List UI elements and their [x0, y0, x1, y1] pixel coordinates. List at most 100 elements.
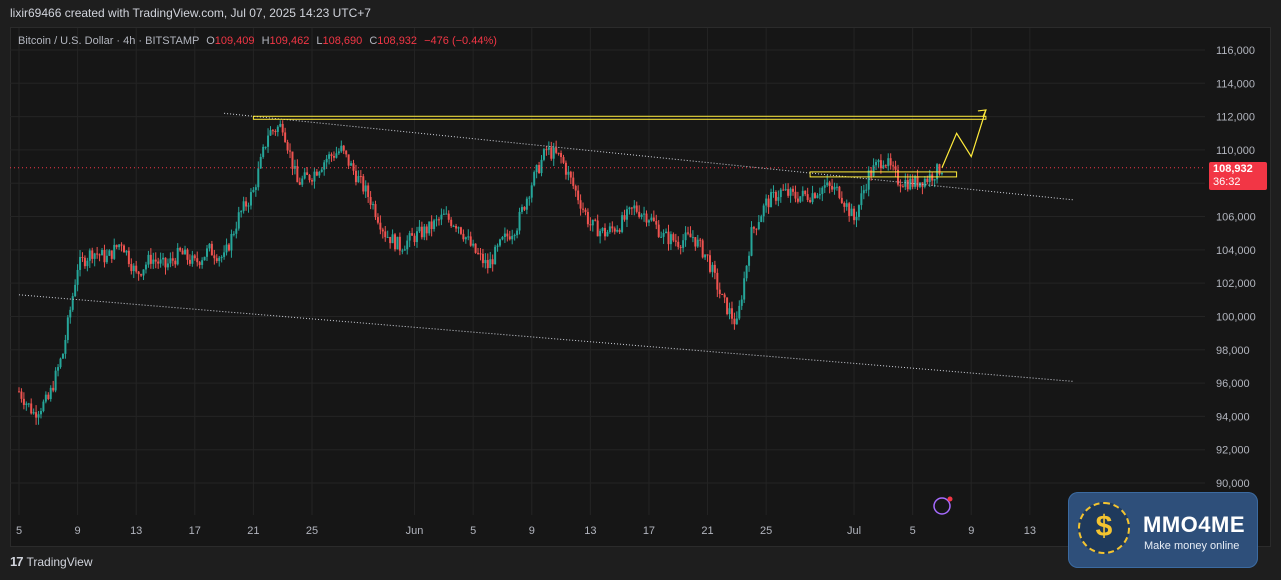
candle-body: [655, 221, 658, 225]
x-tick-label: 25: [306, 525, 318, 537]
candle-body: [125, 250, 128, 253]
candle-body: [450, 219, 453, 226]
candle-body: [574, 185, 577, 191]
candle-body: [18, 391, 20, 393]
candle-body: [889, 158, 892, 166]
tradingview-logo[interactable]: 17 TradingView: [10, 554, 93, 569]
candle-body: [911, 178, 914, 187]
candle-body: [418, 226, 421, 232]
chart-panel[interactable]: [10, 27, 1271, 547]
high-value: 109,462: [269, 35, 310, 47]
candle-body: [118, 244, 121, 248]
candle-body: [828, 182, 831, 186]
candle-body: [132, 265, 135, 272]
candle-body: [39, 411, 42, 415]
candle-body: [577, 190, 580, 201]
candle-body: [311, 180, 313, 182]
candle-body: [928, 174, 931, 183]
candle-body: [54, 370, 57, 391]
candle-body: [122, 245, 125, 253]
candle-body: [538, 165, 541, 174]
candle-body: [159, 259, 162, 264]
candle-body: [635, 205, 638, 212]
resistance-line: [252, 115, 987, 120]
candle-body: [52, 387, 55, 391]
candle-body: [879, 160, 882, 169]
candle-body: [728, 308, 731, 315]
candle-body: [169, 258, 172, 264]
low-value: 108,690: [322, 35, 363, 47]
candle-body: [926, 178, 929, 183]
candle-body: [513, 235, 516, 237]
candle-body: [857, 205, 860, 217]
x-axis: 5 9 13 17 21 25 Jun 5 9 13 17 21 25 Jul 5 9 13: [16, 525, 1036, 537]
candle-body: [672, 234, 675, 241]
low-label: L: [316, 35, 323, 47]
candle-body: [865, 189, 868, 191]
candle-body: [699, 239, 702, 241]
candle-body: [137, 271, 140, 275]
candle-body: [823, 185, 826, 188]
candle-body: [733, 318, 736, 325]
candle-body: [640, 214, 643, 217]
candle-body: [447, 213, 450, 220]
support-zone: [809, 171, 958, 178]
candle-body: [777, 197, 780, 201]
candle-body: [684, 232, 687, 241]
candle-body: [486, 259, 489, 269]
candle-body: [818, 194, 821, 196]
candle-body: [638, 211, 641, 217]
candle-body: [730, 308, 733, 319]
x-tick-label: Jul: [847, 525, 861, 537]
candle-body: [408, 233, 411, 241]
candle-body: [247, 205, 250, 207]
candle-body: [149, 254, 152, 264]
candle-body: [479, 253, 482, 255]
candle-body: [64, 339, 67, 354]
candle-body: [452, 225, 455, 227]
candle-body: [193, 255, 196, 259]
candle-body: [816, 195, 819, 198]
candle-body: [186, 249, 189, 260]
open-value: 109,409: [214, 35, 255, 47]
candle-body: [213, 255, 216, 259]
candle-body: [821, 187, 824, 195]
candle-body: [826, 182, 829, 186]
candle-body: [723, 294, 726, 298]
candle-body: [557, 152, 560, 154]
candle-body: [154, 259, 157, 262]
candle-body: [142, 269, 145, 276]
candle-body: [560, 153, 563, 158]
candle-body: [882, 165, 885, 169]
candle-body: [208, 243, 211, 249]
candle-body: [862, 190, 865, 194]
candle-body: [833, 186, 836, 190]
candle-body: [398, 236, 401, 251]
candle-body: [794, 191, 797, 199]
candle-body: [457, 227, 460, 229]
candle-body: [223, 252, 226, 257]
candle-body: [706, 254, 709, 256]
coin-symbol: $: [1095, 510, 1113, 543]
candle-body: [713, 264, 716, 273]
candle-body: [743, 278, 746, 300]
candle-body: [499, 239, 502, 246]
candle-body: [206, 248, 209, 257]
candle-body: [337, 151, 340, 154]
candle-body: [721, 293, 724, 295]
candle-body: [657, 224, 660, 237]
candle-body: [220, 256, 223, 258]
y-tick-label: 104,000: [1216, 245, 1256, 257]
candle-body: [813, 193, 816, 198]
candle-body: [809, 199, 812, 203]
candle-body: [135, 265, 138, 272]
candle-body: [586, 211, 589, 225]
candle-body: [806, 194, 809, 200]
candle-body: [281, 123, 284, 133]
candle-body: [872, 165, 875, 176]
candle-body: [843, 202, 846, 207]
candle-body: [540, 159, 543, 174]
candle-body: [96, 253, 99, 255]
candle-body: [762, 205, 765, 217]
